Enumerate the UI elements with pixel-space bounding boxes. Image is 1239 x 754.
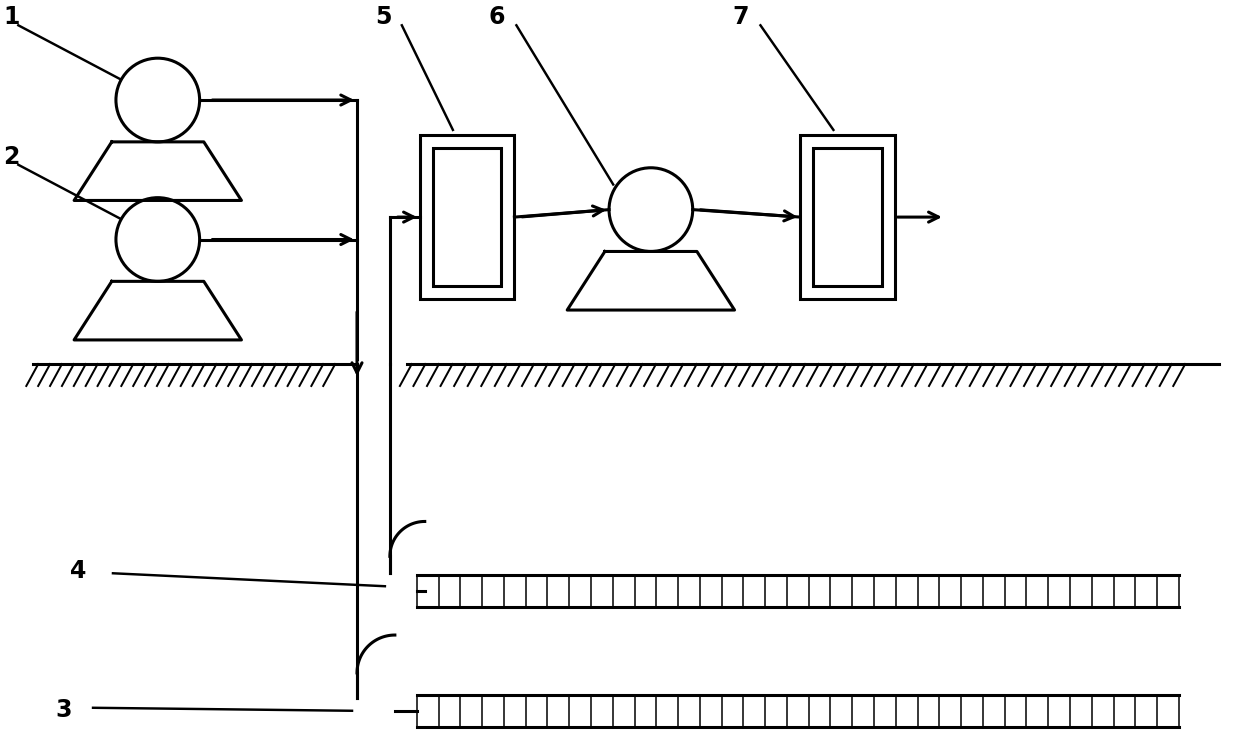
Text: 3: 3 bbox=[55, 697, 72, 722]
Text: 1: 1 bbox=[4, 5, 20, 29]
Bar bbox=[432, 148, 502, 287]
Bar bbox=[420, 135, 514, 299]
Bar bbox=[800, 135, 895, 299]
Text: 4: 4 bbox=[69, 559, 87, 584]
Text: 6: 6 bbox=[488, 5, 504, 29]
Text: 7: 7 bbox=[732, 5, 748, 29]
Text: 5: 5 bbox=[375, 5, 393, 29]
Text: 2: 2 bbox=[4, 145, 20, 169]
Bar bbox=[813, 148, 882, 287]
